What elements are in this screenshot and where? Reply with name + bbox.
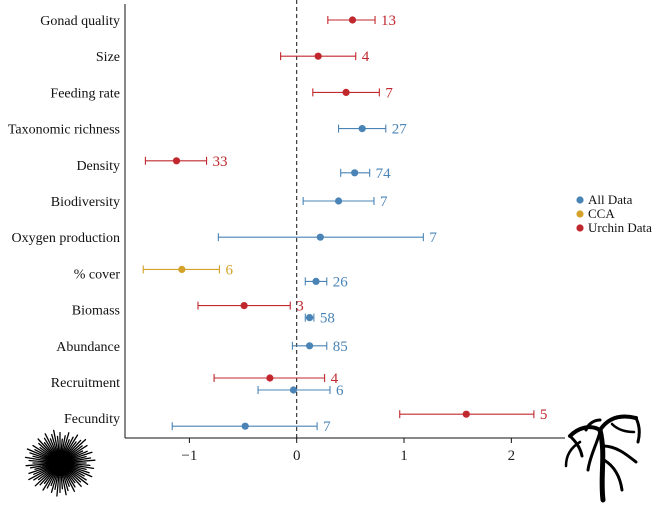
estimate-all-data-fecundity: 7 xyxy=(171,419,331,435)
estimate-urchin-data-density: 33 xyxy=(144,154,228,170)
estimate-point xyxy=(241,422,249,430)
x-tick-label: 0 xyxy=(293,448,301,464)
sample-size-label: 7 xyxy=(429,230,437,246)
x-tick-label: −1 xyxy=(181,448,197,464)
legend-item-cca: CCA xyxy=(576,206,615,221)
estimate-point xyxy=(289,386,298,394)
category-label-taxonomic-richness: Taxonomic richness xyxy=(8,123,120,138)
estimate-point xyxy=(358,125,366,133)
legend-swatch xyxy=(576,196,584,204)
category-label-feeding-rate: Feeding rate xyxy=(50,86,120,101)
category-label-oxygen-production: Oxygen production xyxy=(12,231,120,246)
sample-size-label: 7 xyxy=(385,85,393,101)
estimate-point xyxy=(240,302,248,310)
estimate-point xyxy=(334,197,343,205)
x-axis: −1 0 1 2 xyxy=(124,4,565,464)
sample-size-label: 4 xyxy=(331,371,339,387)
category-label-abundance: Abundance xyxy=(56,340,120,355)
estimate-all-data-pct-cover: 26 xyxy=(304,274,349,290)
sample-size-label: 58 xyxy=(320,311,335,327)
sample-size-label: 13 xyxy=(381,13,396,29)
sample-size-label: 6 xyxy=(336,383,344,399)
estimate-point xyxy=(316,233,324,241)
sample-size-label: 7 xyxy=(323,419,331,435)
category-label-biodiversity: Biodiversity xyxy=(51,195,120,210)
sample-size-label: 6 xyxy=(225,262,233,278)
sample-size-label: 7 xyxy=(380,194,388,210)
estimate-all-data-abundance: 85 xyxy=(291,339,348,355)
estimate-point xyxy=(305,314,314,322)
sample-size-label: 4 xyxy=(362,49,370,65)
estimate-urchin-data-size: 4 xyxy=(280,49,370,65)
sample-size-label: 5 xyxy=(540,407,548,423)
sea-urchin-icon xyxy=(24,429,96,497)
estimate-all-data-oxygen-production: 7 xyxy=(217,230,437,246)
sample-size-label: 74 xyxy=(376,166,392,182)
x-tick-label: 2 xyxy=(508,448,516,464)
estimate-point xyxy=(172,157,181,165)
estimate-all-data-biomass: 58 xyxy=(304,311,335,327)
x-tick-label: 1 xyxy=(400,448,408,464)
estimate-urchin-data-recruitment: 4 xyxy=(213,371,339,387)
estimate-point xyxy=(314,52,322,60)
legend-label: Urchin Data xyxy=(588,220,652,235)
estimate-point xyxy=(462,410,470,418)
estimate-urchin-data-gonad-quality: 13 xyxy=(327,13,396,29)
estimate-point xyxy=(312,277,320,285)
category-label-gonad-quality: Gonad quality xyxy=(40,14,120,29)
estimate-all-data-taxonomic-richness: 27 xyxy=(338,122,408,138)
estimate-point xyxy=(305,342,314,350)
estimate-all-data-density: 74 xyxy=(340,166,392,182)
legend-item-urchin-data: Urchin Data xyxy=(576,220,652,235)
category-label-density: Density xyxy=(76,159,120,174)
sample-size-label: 27 xyxy=(392,122,408,138)
category-label-pct-cover: % cover xyxy=(74,267,121,282)
legend-swatch xyxy=(576,224,584,232)
sample-size-label: 26 xyxy=(333,274,349,290)
estimate-urchin-data-feeding-rate: 7 xyxy=(312,85,393,101)
category-label-biomass: Biomass xyxy=(72,304,120,319)
category-label-size: Size xyxy=(96,50,120,65)
legend-swatch xyxy=(576,210,584,218)
estimate-all-data-recruitment: 6 xyxy=(257,383,344,399)
estimate-point xyxy=(266,374,274,382)
estimate-point xyxy=(348,16,357,24)
estimate-point xyxy=(178,265,186,273)
estimate-urchin-data-fecundity: 5 xyxy=(399,407,548,423)
legend-label: All Data xyxy=(588,192,633,207)
category-label-fecundity: Fecundity xyxy=(64,412,120,427)
sample-size-label: 85 xyxy=(333,339,348,355)
estimate-cca-pct-cover: 6 xyxy=(142,262,233,278)
category-label-recruitment: Recruitment xyxy=(51,376,120,391)
kelp-icon xyxy=(564,414,641,503)
estimate-point xyxy=(351,169,359,177)
estimate-urchin-data-biomass: 3 xyxy=(197,299,304,315)
estimate-all-data-biodiversity: 7 xyxy=(302,194,388,210)
sample-size-label: 33 xyxy=(213,154,228,170)
legend-label: CCA xyxy=(588,206,615,221)
sample-size-label: 3 xyxy=(296,299,304,315)
category-labels: Gonad quality Size Feeding rate Taxonomic r… xyxy=(8,14,120,427)
estimate-point xyxy=(342,88,350,96)
legend-item-all-data: All Data xyxy=(576,192,633,207)
